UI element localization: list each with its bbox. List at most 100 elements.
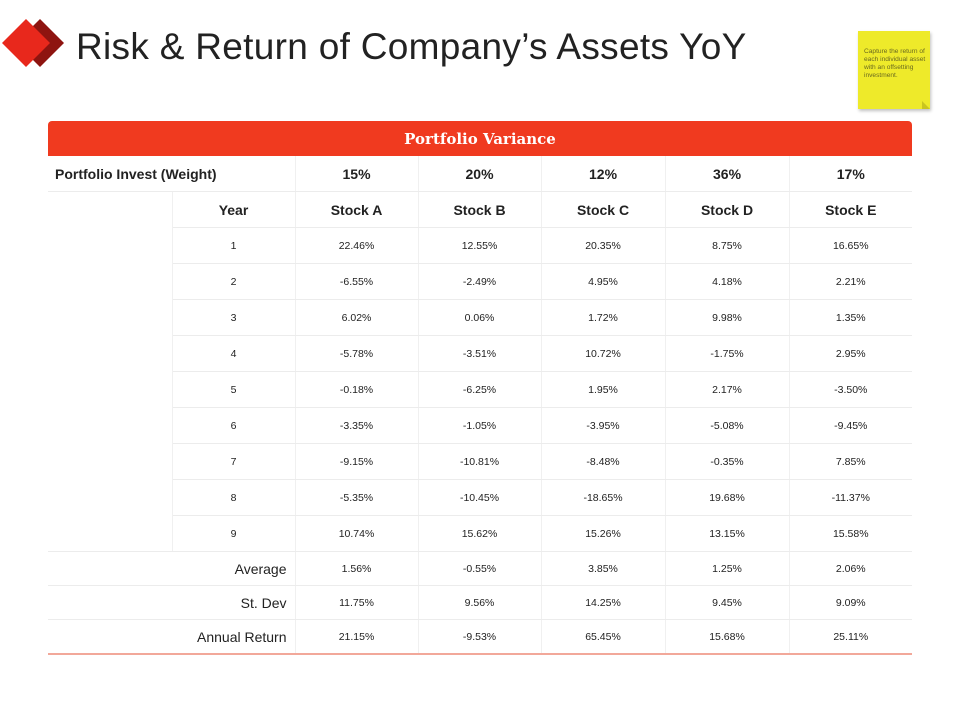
return-cell: -9.15% <box>295 443 419 480</box>
stock-header: Stock D <box>665 191 790 228</box>
stat-cell: 1.25% <box>665 551 790 586</box>
return-cell: 19.68% <box>665 479 790 516</box>
stat-cell: 15.68% <box>665 619 790 655</box>
year-cell: 3 <box>172 299 296 336</box>
return-cell: -5.08% <box>665 407 790 444</box>
table-row: 7 -9.15% -10.81% -8.48% -0.35% 7.85% <box>48 443 913 480</box>
weight-cell: 36% <box>665 156 790 192</box>
return-cell: -10.45% <box>418 479 542 516</box>
return-cell: 2.21% <box>789 263 913 300</box>
return-cell: -3.50% <box>789 371 913 408</box>
return-cell: -6.25% <box>418 371 542 408</box>
year-cell: 5 <box>172 371 296 408</box>
year-cell: 6 <box>172 407 296 444</box>
return-cell: -11.37% <box>789 479 913 516</box>
stat-cell: 1.56% <box>295 551 419 586</box>
return-cell: -0.18% <box>295 371 419 408</box>
stock-header: Stock E <box>789 191 913 228</box>
table-row: 2 -6.55% -2.49% 4.95% 4.18% 2.21% <box>48 263 913 300</box>
weight-cell: 15% <box>295 156 419 192</box>
return-cell: -3.95% <box>541 407 666 444</box>
return-cell: -1.75% <box>665 335 790 372</box>
stat-cell: 11.75% <box>295 585 419 620</box>
year-cell: 2 <box>172 263 296 300</box>
return-cell: 10.72% <box>541 335 666 372</box>
return-cell: 4.18% <box>665 263 790 300</box>
return-cell: -6.55% <box>295 263 419 300</box>
blank-cell <box>48 191 173 552</box>
return-cell: 1.72% <box>541 299 666 336</box>
return-cell: 1.35% <box>789 299 913 336</box>
weights-label: Portfolio Invest (Weight) <box>48 156 296 192</box>
sticky-note-text: Capture the return of each individual as… <box>864 48 926 79</box>
table-row: 6 -3.35% -1.05% -3.95% -5.08% -9.45% <box>48 407 913 444</box>
return-cell: 4.95% <box>541 263 666 300</box>
stock-header: Stock A <box>295 191 419 228</box>
year-cell: 7 <box>172 443 296 480</box>
stat-cell: 65.45% <box>541 619 666 655</box>
return-cell: -8.48% <box>541 443 666 480</box>
stat-cell: 9.45% <box>665 585 790 620</box>
return-cell: -0.35% <box>665 443 790 480</box>
return-cell: 20.35% <box>541 227 666 264</box>
return-cell: -9.45% <box>789 407 913 444</box>
table-row: 9 10.74% 15.62% 15.26% 13.15% 15.58% <box>48 515 913 552</box>
return-cell: 2.17% <box>665 371 790 408</box>
return-cell: 15.26% <box>541 515 666 552</box>
table-row: 1 22.46% 12.55% 20.35% 8.75% 16.65% <box>48 227 913 264</box>
stat-row: Annual Return 21.15% -9.53% 65.45% 15.68% 25.… <box>48 619 913 655</box>
return-cell: 13.15% <box>665 515 790 552</box>
return-cell: 9.98% <box>665 299 790 336</box>
table-row: 8 -5.35% -10.45% -18.65% 19.68% -11.37% <box>48 479 913 516</box>
return-cell: -18.65% <box>541 479 666 516</box>
return-cell: 15.62% <box>418 515 542 552</box>
stat-row: St. Dev 11.75% 9.56% 14.25% 9.45% 9.09% <box>48 585 913 620</box>
stat-cell: 3.85% <box>541 551 666 586</box>
return-cell: 15.58% <box>789 515 913 552</box>
return-cell: 7.85% <box>789 443 913 480</box>
sticky-note-fold <box>922 101 930 109</box>
return-cell: -5.35% <box>295 479 419 516</box>
year-header: Year <box>172 191 296 228</box>
return-cell: -5.78% <box>295 335 419 372</box>
table-row: 4 -5.78% -3.51% 10.72% -1.75% 2.95% <box>48 335 913 372</box>
stat-cell: 21.15% <box>295 619 419 655</box>
return-cell: -1.05% <box>418 407 542 444</box>
stock-header: Stock B <box>418 191 542 228</box>
return-cell: -2.49% <box>418 263 542 300</box>
stat-label: Average <box>48 551 296 586</box>
return-cell: -10.81% <box>418 443 542 480</box>
stat-cell: 25.11% <box>789 619 913 655</box>
return-cell: 2.95% <box>789 335 913 372</box>
return-cell: 6.02% <box>295 299 419 336</box>
return-cell: 8.75% <box>665 227 790 264</box>
stat-label: Annual Return <box>48 619 296 655</box>
weight-cell: 12% <box>541 156 666 192</box>
table-row: 5 -0.18% -6.25% 1.95% 2.17% -3.50% <box>48 371 913 408</box>
table-banner: Portfolio Variance <box>48 121 912 156</box>
stat-cell: 2.06% <box>789 551 913 586</box>
stock-header: Stock C <box>541 191 666 228</box>
return-cell: 1.95% <box>541 371 666 408</box>
year-cell: 9 <box>172 515 296 552</box>
stat-cell: 9.56% <box>418 585 542 620</box>
stat-cell: -9.53% <box>418 619 542 655</box>
stat-row: Average 1.56% -0.55% 3.85% 1.25% 2.06% <box>48 551 913 586</box>
stat-cell: 14.25% <box>541 585 666 620</box>
portfolio-table: Portfolio Variance Portfolio Invest (Wei… <box>48 121 913 655</box>
year-cell: 4 <box>172 335 296 372</box>
page-title: Risk & Return of Company’s Assets YoY <box>76 26 747 67</box>
return-cell: 22.46% <box>295 227 419 264</box>
return-cell: 12.55% <box>418 227 542 264</box>
return-cell: -3.35% <box>295 407 419 444</box>
stat-cell: -0.55% <box>418 551 542 586</box>
return-cell: 10.74% <box>295 515 419 552</box>
column-header-row: Year Stock A Stock B Stock C Stock D Sto… <box>48 191 913 552</box>
weight-cell: 20% <box>418 156 542 192</box>
year-cell: 8 <box>172 479 296 516</box>
stat-cell: 9.09% <box>789 585 913 620</box>
sticky-note: Capture the return of each individual as… <box>858 31 930 109</box>
return-cell: 0.06% <box>418 299 542 336</box>
return-cell: 16.65% <box>789 227 913 264</box>
return-cell: -3.51% <box>418 335 542 372</box>
